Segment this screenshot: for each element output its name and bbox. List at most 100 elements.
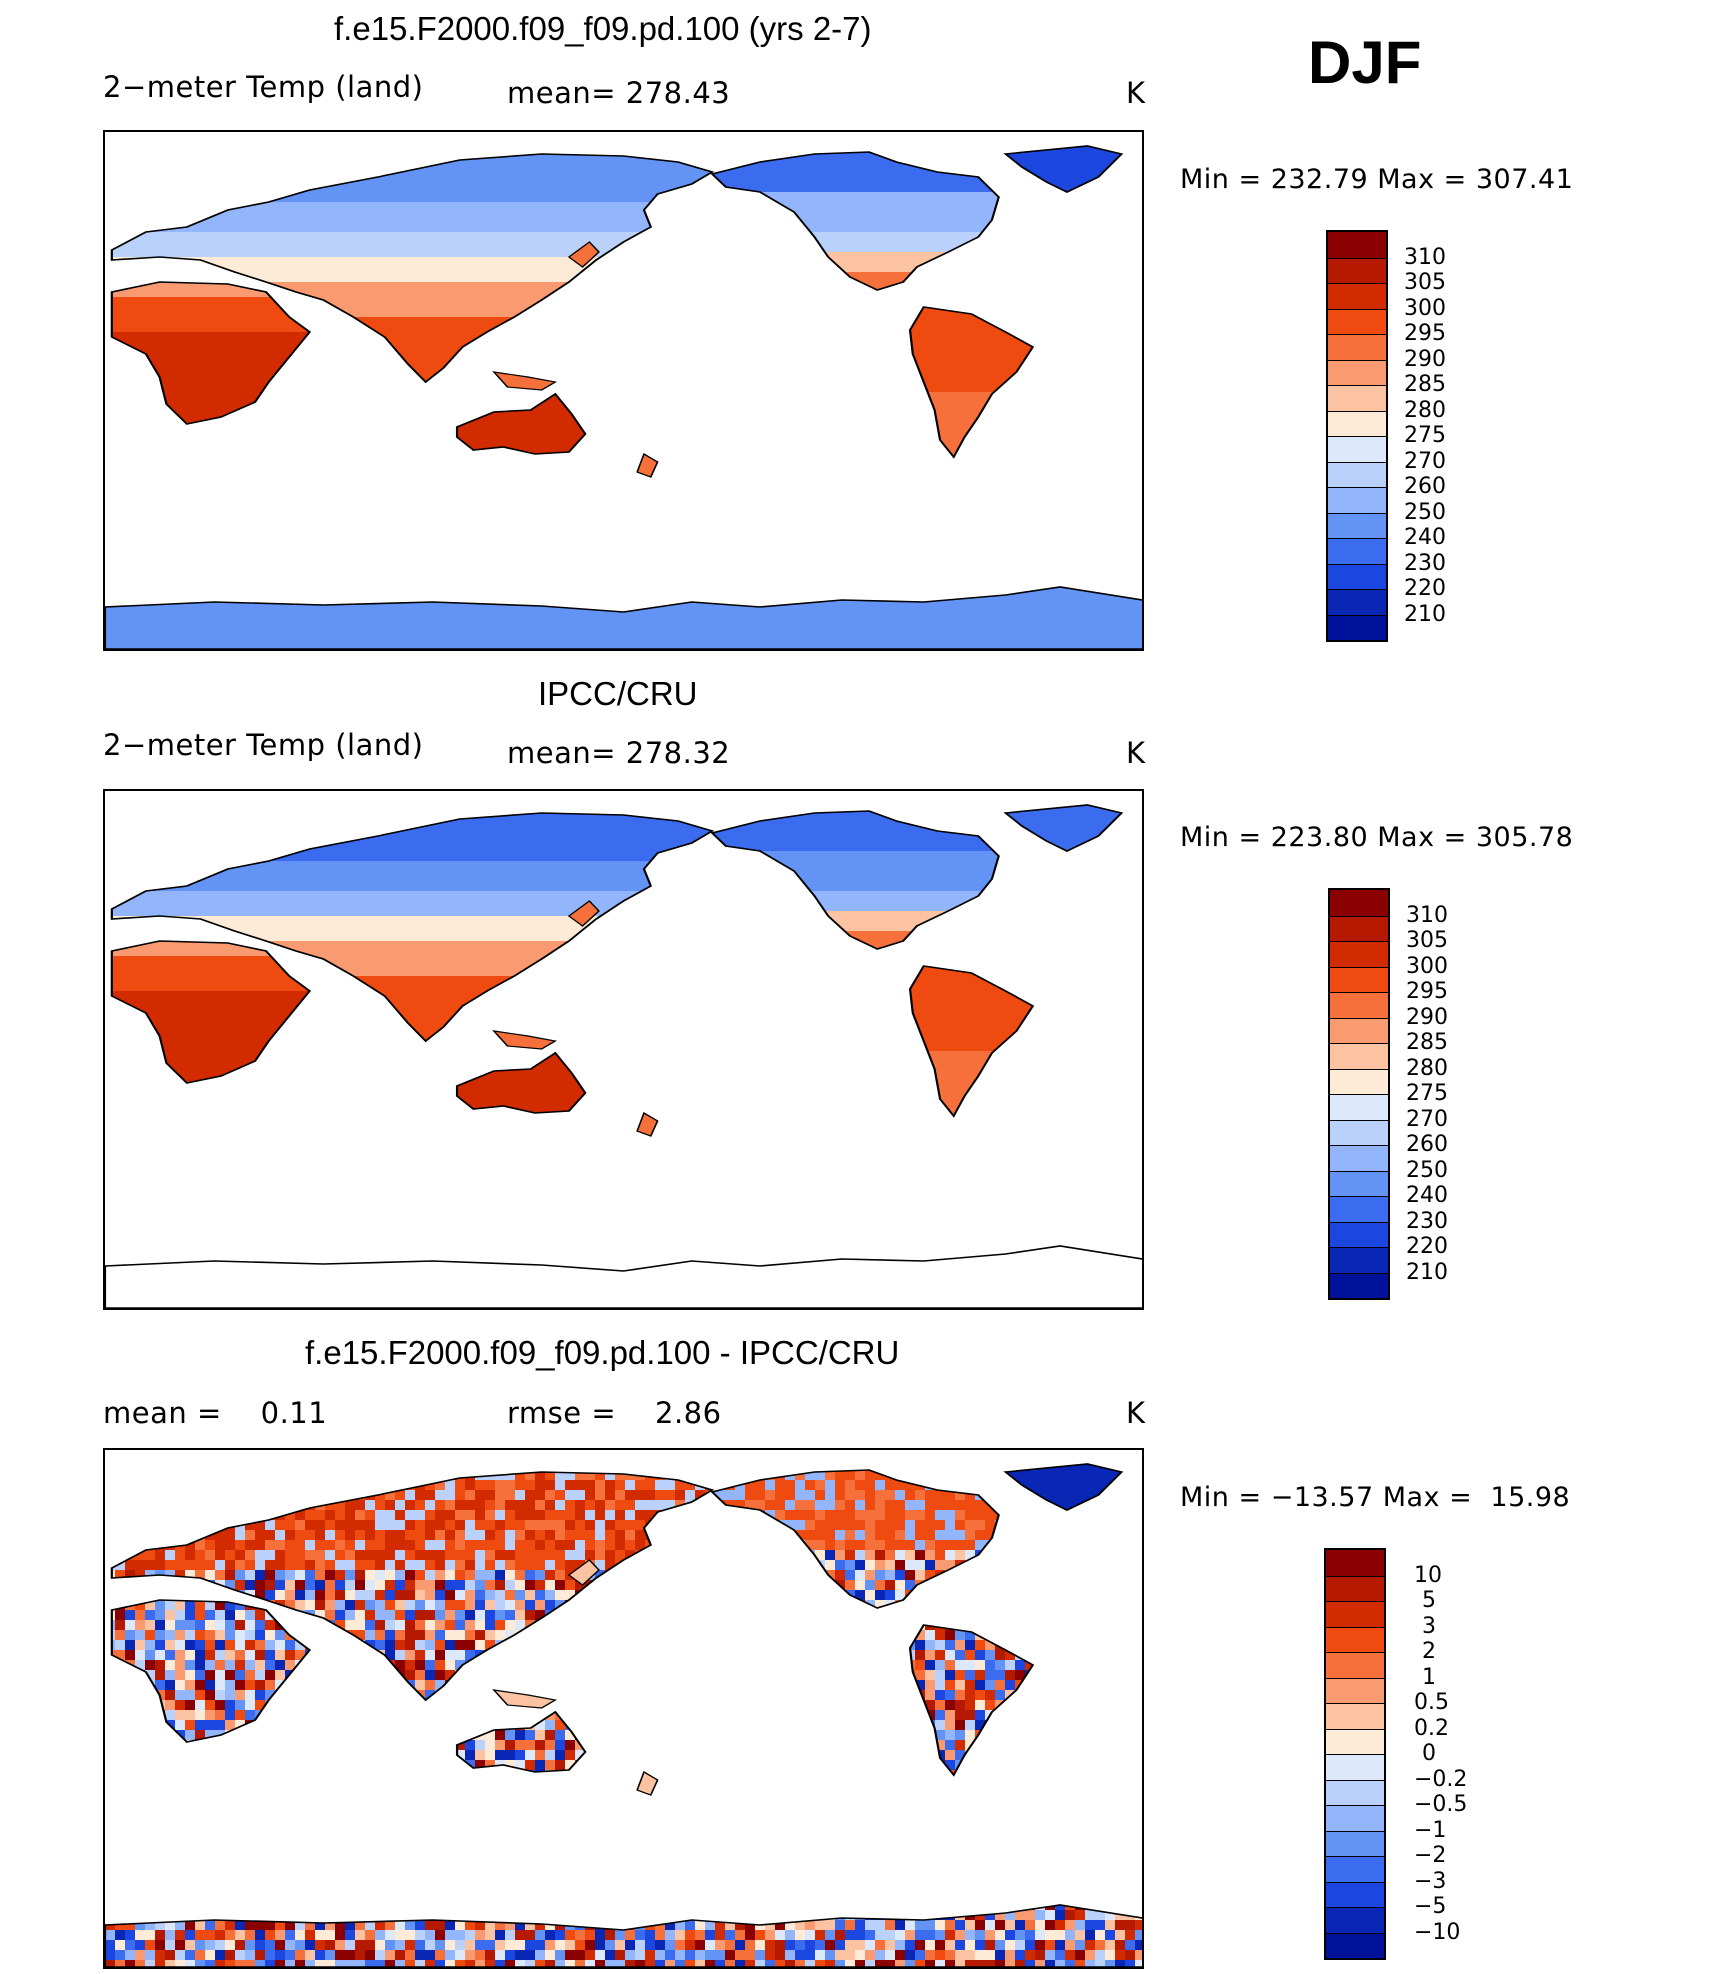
antarctica-landmass-outline <box>105 1245 1142 1308</box>
colorbar-tick-label: 260 <box>1404 476 1446 498</box>
colorbar-swatch <box>1330 1196 1388 1222</box>
colorbar-tick-label: −0.5 <box>1414 1794 1467 1816</box>
colorbar-swatch <box>1326 1805 1384 1831</box>
japan-island <box>567 1559 600 1586</box>
panel-1-mean-label: mean= 278.43 <box>507 76 730 110</box>
colorbar-swatch <box>1328 283 1386 309</box>
colorbar-swatch <box>1326 1652 1384 1678</box>
colorbar-tick-label: 285 <box>1404 374 1446 396</box>
colorbar-tick-label: 295 <box>1404 323 1446 345</box>
colorbar-swatch <box>1330 966 1388 992</box>
panel-1-units-label: K <box>1126 76 1146 110</box>
panel-1-minmax: Min = 232.79 Max = 307.41 <box>1180 164 1573 195</box>
colorbar-swatch <box>1330 1017 1388 1043</box>
panel-3-colorbar <box>1324 1548 1386 1960</box>
panel-2-mean-label: mean= 278.32 <box>507 736 730 770</box>
panel-1-variable-label: 2−meter Temp (land) <box>103 70 423 104</box>
colorbar-swatch <box>1326 1779 1384 1805</box>
colorbar-tick-label: 240 <box>1406 1185 1448 1207</box>
japan-island <box>567 900 600 927</box>
colorbar-swatch <box>1326 1907 1384 1933</box>
colorbar-tick-label: 0.2 <box>1414 1717 1449 1740</box>
japan-island <box>567 241 600 268</box>
colorbar-tick-label: 0 <box>1422 1743 1436 1765</box>
colorbar-swatch <box>1326 1626 1384 1652</box>
colorbar-tick-label: 295 <box>1406 981 1448 1003</box>
colorbar-swatch <box>1330 1272 1388 1298</box>
colorbar-tick-label: 240 <box>1404 527 1446 549</box>
colorbar-swatch <box>1326 1856 1384 1882</box>
colorbar-tick-label: 290 <box>1404 348 1446 371</box>
colorbar-tick-label: 220 <box>1404 578 1446 600</box>
colorbar-tick-label: 300 <box>1406 955 1448 978</box>
colorbar-swatch <box>1328 232 1386 258</box>
colorbar-swatch <box>1326 1830 1384 1856</box>
colorbar-swatch <box>1328 589 1386 615</box>
colorbar-tick-label: 280 <box>1406 1057 1448 1080</box>
south-america-landmass-outline <box>908 965 1035 1118</box>
colorbar-swatch <box>1328 614 1386 640</box>
colorbar-tick-label: −3 <box>1414 1870 1446 1893</box>
panel-3-units-label: K <box>1126 1396 1146 1430</box>
panel-2-units-label: K <box>1126 736 1146 770</box>
colorbar-swatch <box>1326 1932 1384 1958</box>
panel-3-mean-label: mean = 0.11 <box>103 1396 327 1430</box>
colorbar-tick-label: 290 <box>1406 1006 1448 1029</box>
panel-1-map <box>103 130 1144 651</box>
colorbar-swatch <box>1326 1601 1384 1627</box>
colorbar-tick-label: 2 <box>1422 1641 1436 1663</box>
colorbar-tick-label: 275 <box>1404 425 1446 447</box>
colorbar-tick-label: 300 <box>1404 297 1446 320</box>
colorbar-swatch <box>1330 890 1388 916</box>
colorbar-tick-label: 220 <box>1406 1236 1448 1258</box>
colorbar-swatch <box>1330 1145 1388 1171</box>
colorbar-tick-label: 270 <box>1406 1108 1448 1131</box>
australia-landmass-outline <box>455 1051 587 1114</box>
panel-2-minmax: Min = 223.80 Max = 305.78 <box>1180 822 1573 853</box>
north-america-landmass-outline <box>710 1469 1000 1609</box>
colorbar-tick-label: 275 <box>1406 1083 1448 1105</box>
south-america-landmass-outline <box>908 306 1035 459</box>
colorbar-tick-label: 310 <box>1404 246 1446 269</box>
colorbar-swatch <box>1330 915 1388 941</box>
africa-landmass-outline <box>110 940 312 1084</box>
colorbar-swatch <box>1328 563 1386 589</box>
colorbar-swatch <box>1326 1881 1384 1907</box>
panel-2-map-canvas <box>105 804 1142 1308</box>
panel-3-title: f.e15.F2000.f09_f09.pd.100 - IPCC/CRU <box>305 1334 899 1372</box>
colorbar-swatch <box>1328 385 1386 411</box>
colorbar-tick-label: 285 <box>1406 1032 1448 1054</box>
colorbar-tick-label: 1 <box>1422 1666 1436 1689</box>
colorbar-swatch <box>1328 359 1386 385</box>
colorbar-swatch <box>1330 992 1388 1018</box>
colorbar-tick-label: 230 <box>1404 552 1446 575</box>
antarctica-landmass-outline <box>105 586 1142 649</box>
new-zealand-island <box>636 1770 659 1796</box>
colorbar-swatch <box>1330 1068 1388 1094</box>
season-label: DJF <box>1308 28 1421 97</box>
colorbar-swatch <box>1328 410 1386 436</box>
colorbar-swatch <box>1326 1550 1384 1576</box>
colorbar-tick-label: 305 <box>1404 272 1446 294</box>
africa-landmass-outline <box>110 1599 312 1743</box>
colorbar-swatch <box>1328 461 1386 487</box>
north-america-landmass-outline <box>710 151 1000 291</box>
colorbar-tick-label: 210 <box>1406 1261 1448 1284</box>
colorbar-swatch <box>1326 1754 1384 1780</box>
north-america-landmass-outline <box>710 810 1000 950</box>
colorbar-tick-label: 250 <box>1404 501 1446 524</box>
colorbar-swatch <box>1330 1043 1388 1069</box>
colorbar-swatch <box>1326 1677 1384 1703</box>
colorbar-tick-label: −5 <box>1414 1896 1446 1918</box>
south-america-landmass-outline <box>908 1624 1035 1777</box>
colorbar-tick-label: 310 <box>1406 904 1448 927</box>
antarctica-landmass-outline <box>105 1904 1142 1967</box>
australia-landmass-outline <box>455 392 587 455</box>
eurasia-landmass-outline <box>110 812 715 1043</box>
eurasia-landmass-outline <box>110 1471 715 1702</box>
australia-landmass-outline <box>455 1710 587 1773</box>
panel-2-colorbar <box>1328 888 1390 1300</box>
greenland-landmass-outline <box>1003 804 1124 852</box>
colorbar-tick-label: −10 <box>1414 1921 1460 1944</box>
panel-2-title: IPCC/CRU <box>538 675 698 713</box>
